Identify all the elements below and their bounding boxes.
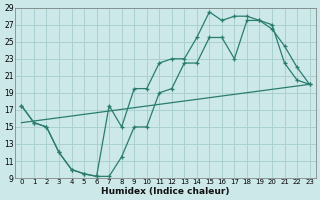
X-axis label: Humidex (Indice chaleur): Humidex (Indice chaleur) [101,187,230,196]
